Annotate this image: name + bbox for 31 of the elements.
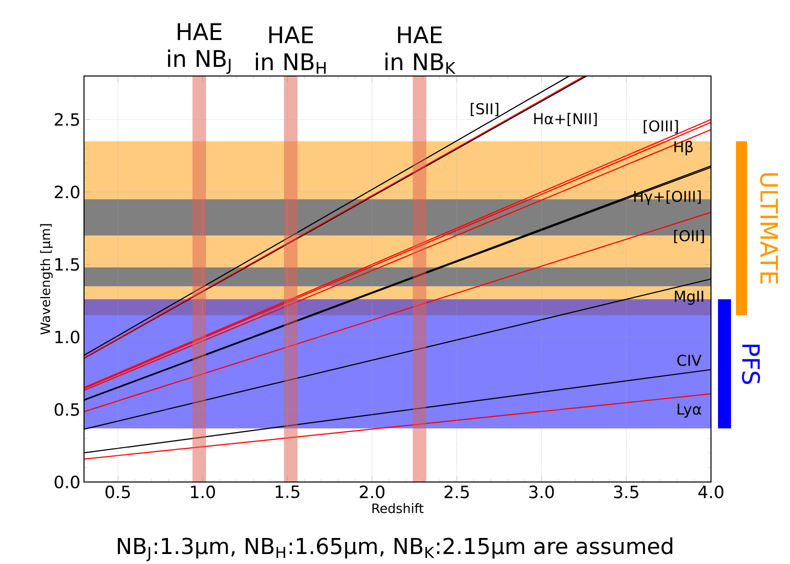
series-label: [OIII] [644, 120, 678, 134]
series-label: [OII] [674, 230, 704, 243]
y-tick-label: 0.0 [54, 475, 80, 488]
y-tick-label: 2.5 [54, 112, 80, 126]
series-label: Hα+[NII] [534, 112, 597, 126]
x-tick-label: 1.0 [191, 485, 215, 498]
series-label: [SII] [470, 102, 498, 116]
x-tick-label: 2.0 [360, 485, 384, 498]
x-tick-label: 4.0 [698, 485, 724, 498]
y-tick-label: 2.0 [54, 185, 80, 198]
y-tick-label: 1.0 [55, 330, 80, 344]
x-tick-label: 1.5 [276, 485, 300, 498]
x-tick-label: 2.5 [444, 485, 469, 498]
series-label: Hβ [674, 140, 693, 156]
series-label: CIV [677, 354, 702, 366]
x-tick-label: 0.5 [106, 485, 130, 498]
x-tick-label: 3.0 [529, 485, 554, 498]
band-label: ULTIMATE [760, 173, 778, 284]
y-tick-label: 1.5 [55, 258, 80, 271]
y-tick-label: 0.5 [54, 402, 80, 416]
x-axis-title: Redshift [372, 502, 424, 513]
band-label: HAE in NB$_{H}$ [256, 26, 326, 74]
series-label: Lyα [678, 403, 702, 418]
band-label: HAE in NB$_{K}$ [385, 26, 456, 74]
band-label: PFS [742, 344, 760, 384]
x-tick-label: 3.5 [614, 485, 638, 498]
band-label: HAE in NB$_{J}$ [168, 23, 230, 74]
series-label: MgII [674, 290, 704, 305]
y-axis-title: Wavelength [μm] [40, 224, 53, 334]
text: NB$_{J}$:1.3μm, NB$_{H}$:1.65μm, NB$_{K}$:2.15μm are assumed [118, 537, 672, 561]
series-label: Hγ+[OIII] [634, 190, 701, 205]
